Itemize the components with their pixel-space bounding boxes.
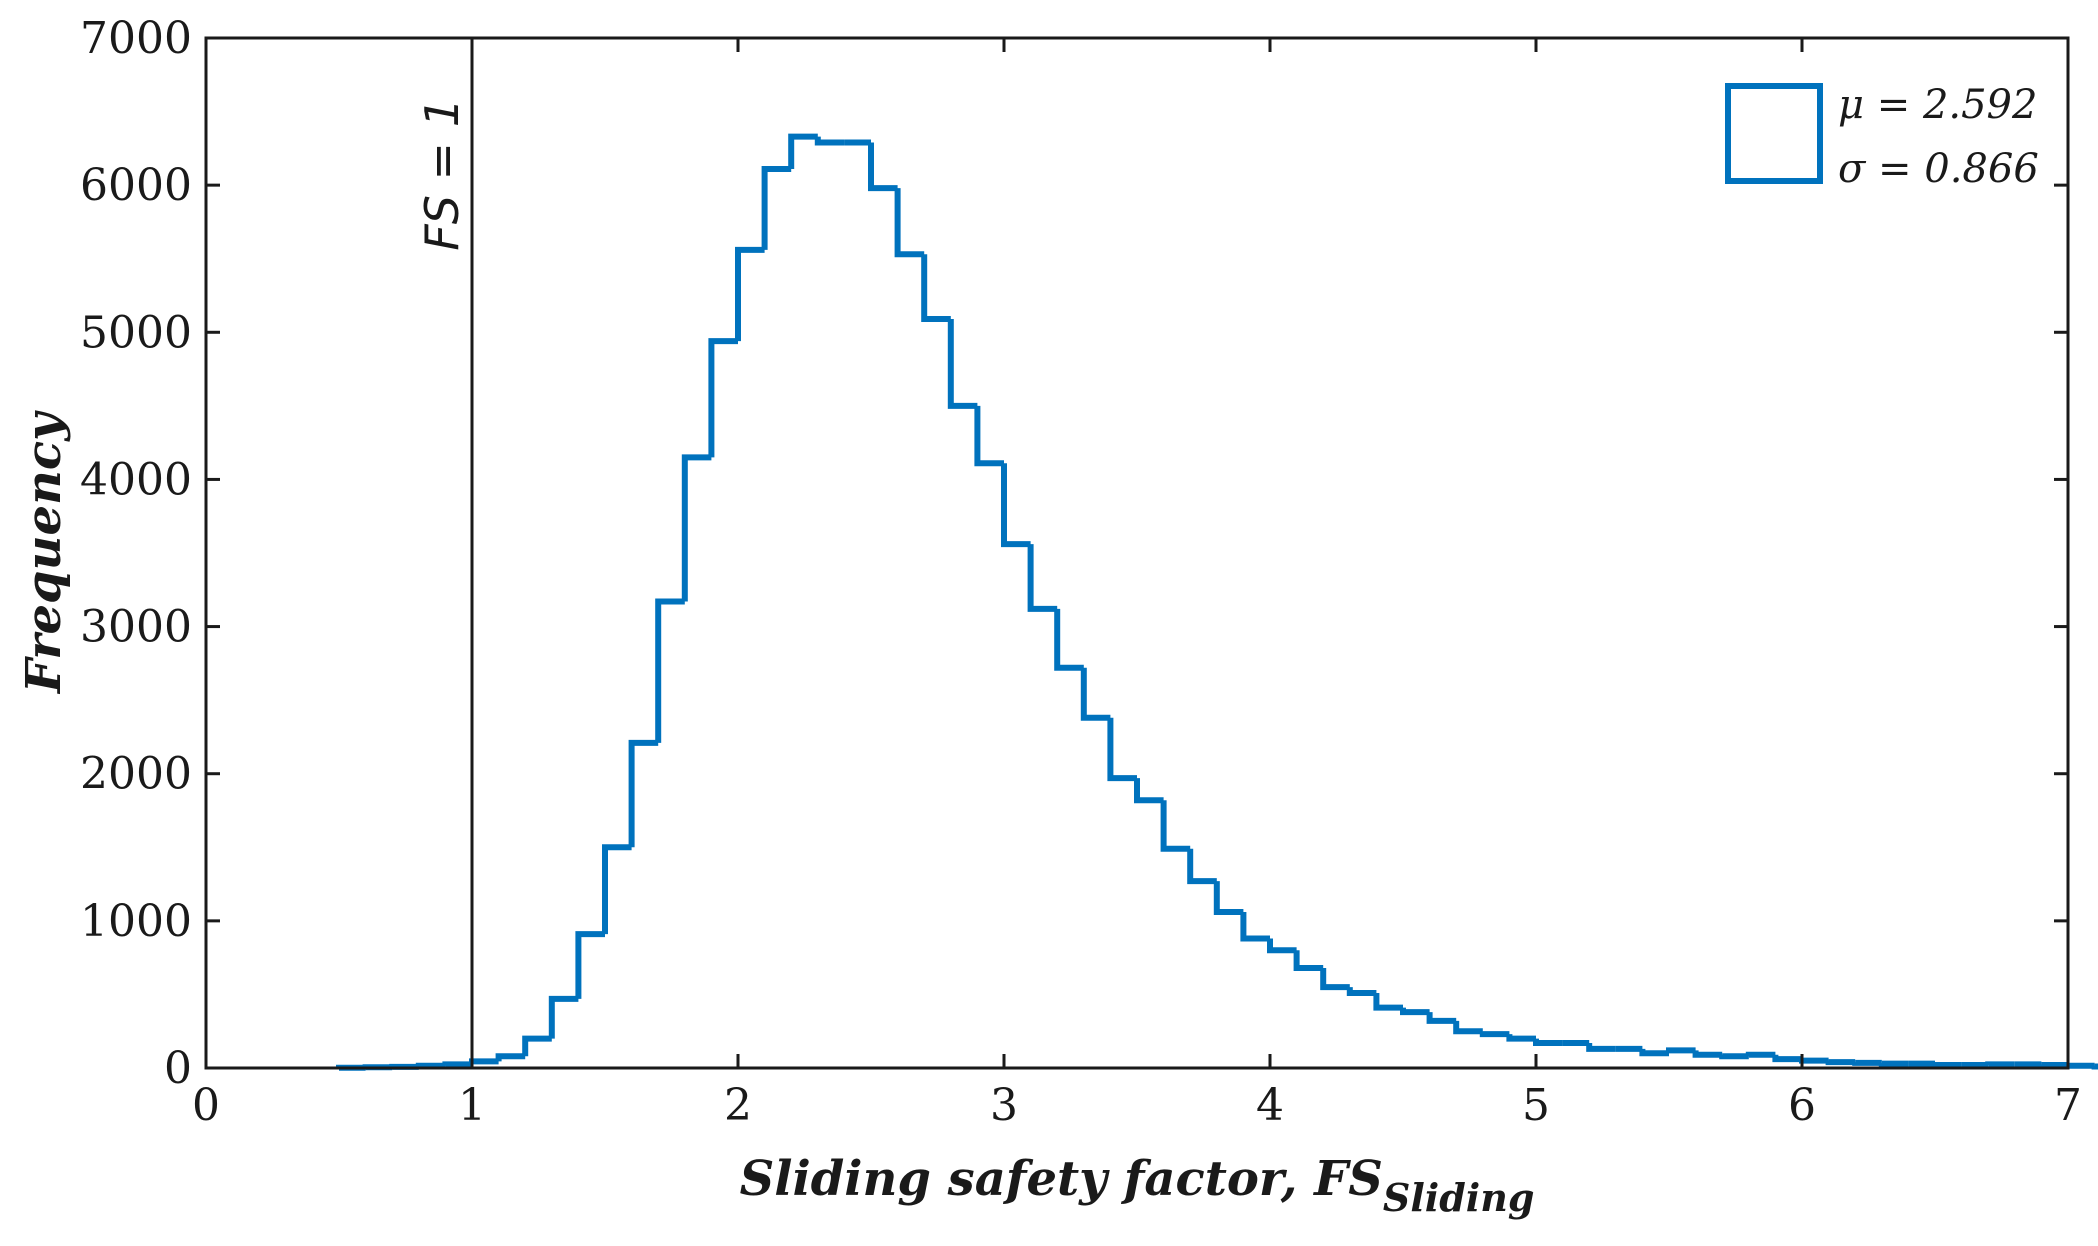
- x-tick-label: 2: [724, 1080, 752, 1131]
- histogram-bin: [1373, 992, 1403, 1011]
- histogram-bin: [1639, 1048, 1669, 1057]
- histogram-bin: [1506, 1034, 1536, 1042]
- x-tick-label: 1: [458, 1080, 486, 1131]
- x-axis-label-subscript: Sliding: [1383, 1175, 1535, 1220]
- histogram-bin: [681, 454, 712, 602]
- histogram-bin: [1426, 1012, 1457, 1024]
- histogram-bin: [1320, 967, 1350, 991]
- reference-line-label: FS = 1: [415, 98, 469, 251]
- histogram-bin: [2091, 1063, 2098, 1070]
- histogram-bin: [1001, 463, 1031, 548]
- histogram-bin: [974, 405, 1004, 467]
- legend-sigma: σ = 0.866: [1838, 146, 2039, 192]
- histogram-bin: [1692, 1050, 1723, 1058]
- histogram-bin: [655, 598, 685, 743]
- histogram-bin: [1293, 950, 1324, 971]
- x-tick-label: 6: [1788, 1080, 1816, 1131]
- histogram-bin: [1586, 1042, 1616, 1052]
- histogram-bin: [947, 319, 978, 409]
- histogram-bin: [575, 931, 605, 999]
- y-tick-label: 7000: [80, 13, 192, 64]
- histogram-bin: [628, 739, 659, 848]
- x-axis-label: Sliding safety factor, FSSliding: [740, 1151, 1535, 1220]
- x-tick-label: 3: [990, 1080, 1018, 1131]
- histogram-bin: [495, 1053, 526, 1062]
- histogram-bin: [1187, 848, 1217, 885]
- histogram-bin: [1825, 1059, 1856, 1066]
- legend-swatch: [1725, 83, 1823, 184]
- histogram-bin: [708, 338, 738, 458]
- y-axis-title: Frequency: [16, 410, 72, 695]
- histogram-bin: [1080, 667, 1111, 721]
- legend: μ = 2.592 σ = 0.866: [1725, 82, 2039, 192]
- x-tick-label: 0: [192, 1080, 220, 1131]
- histogram-bin: [1134, 778, 1164, 804]
- histogram-bin: [1745, 1051, 1776, 1058]
- chart-marks: [336, 133, 2098, 1071]
- histogram-bin: [1027, 544, 1058, 612]
- y-tick-label: 5000: [80, 307, 192, 358]
- y-tick-label: 3000: [80, 602, 192, 653]
- y-tick-label: 2000: [80, 749, 192, 800]
- histogram-bin: [814, 136, 845, 146]
- histogram-bin: [602, 844, 632, 935]
- histogram-bin: [1240, 912, 1270, 942]
- histogram-bin: [1479, 1031, 1510, 1038]
- histogram-bin: [1772, 1054, 1802, 1063]
- tick-marks: [204, 36, 2070, 1070]
- histogram-bin: [548, 995, 579, 1039]
- histogram-bin: [1719, 1053, 1749, 1060]
- plot-frame: [204, 36, 2070, 1070]
- histogram-bin: [469, 1058, 499, 1065]
- histogram-bin: [522, 1035, 552, 1057]
- y-tick-label: 0: [164, 1043, 192, 1094]
- histogram-bin: [415, 1062, 446, 1069]
- histogram-bin: [735, 246, 765, 342]
- x-tick-label: 5: [1522, 1080, 1550, 1131]
- histogram-bin: [1107, 717, 1137, 782]
- legend-mu: μ = 2.592: [1838, 82, 2037, 128]
- histogram-bin: [2065, 1062, 2095, 1069]
- histogram-bin: [1533, 1038, 1563, 1046]
- x-tick-label: 4: [1256, 1080, 1284, 1131]
- histogram-bin: [2038, 1062, 2068, 1069]
- reference-line-group: FS = 1: [415, 38, 474, 1068]
- y-tick-label: 6000: [80, 160, 192, 211]
- histogram-bin: [868, 142, 898, 192]
- histogram-bin: [1267, 938, 1297, 954]
- y-tick-label: 1000: [80, 896, 192, 947]
- histogram-bin: [1852, 1059, 1882, 1066]
- histogram-bin: [894, 188, 925, 258]
- tick-labels: 0 1 2 3 4 5 6 7 0 1000 2000 3000 4000 5000 6000 7000: [80, 13, 2082, 1131]
- histogram-bin: [1666, 1047, 1696, 1054]
- histogram-bin: [1985, 1061, 2015, 1068]
- histogram-bin: [1346, 987, 1377, 996]
- histogram-bin: [921, 254, 951, 323]
- histogram-bin: [1932, 1062, 1962, 1069]
- x-axis-title: Sliding safety factor, FSSliding: [740, 1151, 1535, 1220]
- y-axis-label: Frequency: [16, 410, 72, 695]
- histogram-bin: [1878, 1060, 1909, 1067]
- histogram-bin: [1054, 608, 1084, 671]
- histogram-bin: [788, 133, 818, 169]
- histogram-bin: [1213, 881, 1244, 916]
- x-axis-label-main: Sliding safety factor, FS: [740, 1151, 1383, 1207]
- histogram-bin: [1400, 1007, 1430, 1016]
- histogram-bin: [442, 1061, 472, 1068]
- histogram-bin: [1160, 800, 1191, 852]
- y-tick-label: 4000: [80, 454, 192, 505]
- histogram-bin: [761, 165, 792, 250]
- histogram-bin: [1799, 1057, 1829, 1064]
- x-tick-label: 7: [2054, 1080, 2082, 1131]
- histogram-bin: [1453, 1020, 1483, 1035]
